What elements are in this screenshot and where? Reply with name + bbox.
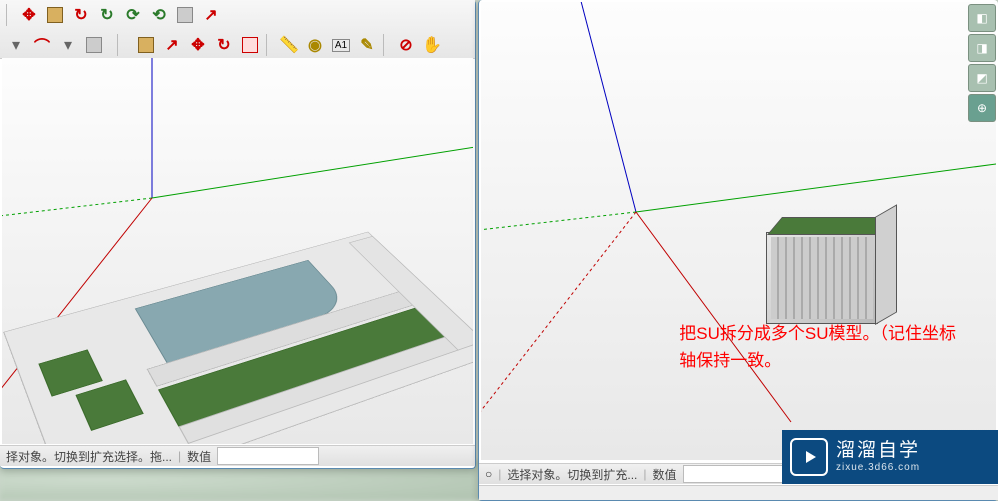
- annotation-line-1: 把SU拆分成多个SU模型。（记住坐标: [679, 320, 956, 347]
- building-facade: [771, 237, 873, 319]
- statusbar-bottom: [479, 485, 998, 500]
- sketchup-window-left: ✥ ↻ ↻ ⟳ ⟲ ↗ ▾ ⌒ ▾ ↗ ✥ ↻ 📏 ◉ A1 ✎ ⊘: [0, 0, 476, 469]
- side-tab-3[interactable]: ◩: [968, 64, 996, 92]
- value-field[interactable]: [217, 447, 319, 465]
- side-tabs: ◧ ◨ ◩ ⊕: [968, 4, 996, 122]
- watermark-url: zixue.3d66.com: [836, 462, 920, 474]
- rotate-copy-icon[interactable]: ↻: [95, 3, 119, 27]
- protractor-icon[interactable]: ◉: [303, 33, 327, 57]
- model-right[interactable]: [766, 232, 876, 322]
- tape-icon[interactable]: 📏: [277, 33, 301, 57]
- play-icon: [790, 438, 828, 476]
- status-hint: 选择对象。切换到扩充...: [507, 466, 637, 483]
- axes-right: [481, 2, 996, 460]
- toolbar-separator: [383, 34, 390, 56]
- arc-icon[interactable]: ⌒: [30, 33, 54, 57]
- toolbar-row-1: ✥ ↻ ↻ ⟳ ⟲ ↗: [0, 0, 475, 30]
- viewport-left[interactable]: [2, 58, 473, 444]
- arc2-icon[interactable]: ▾: [56, 33, 80, 57]
- status-circle-icon: ○: [485, 467, 492, 481]
- toolbar: ✥ ↻ ↻ ⟳ ⟲ ↗ ▾ ⌒ ▾ ↗ ✥ ↻ 📏 ◉ A1 ✎ ⊘: [0, 0, 475, 59]
- building[interactable]: [766, 232, 878, 324]
- follow-me-icon[interactable]: ⟳: [121, 3, 145, 27]
- move-icon[interactable]: ✥: [17, 3, 41, 27]
- toolbar-separator: [6, 4, 13, 26]
- push-pull-icon[interactable]: [43, 3, 67, 27]
- move2-icon[interactable]: ✥: [186, 33, 210, 57]
- toolbar-row-2: ▾ ⌒ ▾ ↗ ✥ ↻ 📏 ◉ A1 ✎ ⊘ ✋: [0, 30, 475, 60]
- walk-icon[interactable]: ✋: [420, 33, 444, 57]
- offset-icon[interactable]: ↗: [199, 3, 223, 27]
- side-tab-1[interactable]: ◧: [968, 4, 996, 32]
- eraser-icon[interactable]: ↗: [160, 33, 184, 57]
- paint-icon[interactable]: [134, 33, 158, 57]
- select-dropdown-icon[interactable]: ▾: [4, 33, 28, 57]
- separator-icon: [108, 33, 132, 57]
- dimension-icon[interactable]: ✎: [355, 33, 379, 57]
- annotation-text: 把SU拆分成多个SU模型。（记住坐标 轴保持一致。: [679, 320, 956, 374]
- toolbar-separator: [266, 34, 273, 56]
- side-tab-2[interactable]: ◨: [968, 34, 996, 62]
- text-icon[interactable]: A1: [329, 33, 353, 57]
- status-hint: 择对象。切换到扩充选择。拖...: [6, 448, 172, 465]
- rectangle-icon[interactable]: [82, 33, 106, 57]
- select-box-icon[interactable]: [238, 33, 262, 57]
- watermark-title: 溜溜自学: [836, 440, 920, 463]
- scale-icon[interactable]: [173, 3, 197, 27]
- value-field[interactable]: [683, 465, 785, 483]
- annotation-line-2: 轴保持一致。: [679, 347, 956, 374]
- side-tab-4[interactable]: ⊕: [968, 94, 996, 122]
- viewport-right[interactable]: 把SU拆分成多个SU模型。（记住坐标 轴保持一致。: [481, 2, 996, 460]
- value-label: 数值: [187, 448, 211, 465]
- rotate2-icon[interactable]: ↻: [212, 33, 236, 57]
- section-icon[interactable]: ⊘: [394, 33, 418, 57]
- follow-me2-icon[interactable]: ⟲: [147, 3, 171, 27]
- sketchup-window-right: 把SU拆分成多个SU模型。（记住坐标 轴保持一致。 ◧ ◨ ◩ ⊕ ○ | 选择…: [478, 0, 998, 501]
- rotate-icon[interactable]: ↻: [69, 3, 93, 27]
- value-label: 数值: [653, 466, 677, 483]
- watermark: 溜溜自学 zixue.3d66.com: [782, 430, 998, 484]
- statusbar-left: 择对象。切换到扩充选择。拖... | 数值: [0, 445, 475, 466]
